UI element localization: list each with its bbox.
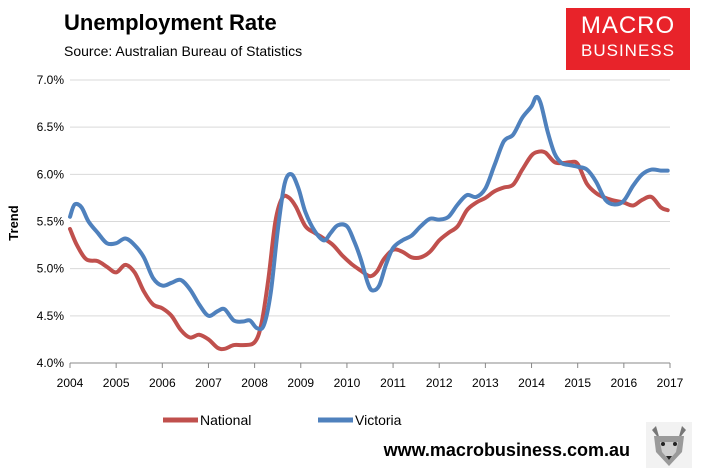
legend-label-national: National — [200, 412, 251, 428]
legend: National Victoria — [163, 412, 402, 428]
logo-line-1: MACRO — [580, 12, 676, 39]
x-tick-label: 2017 — [657, 376, 684, 390]
x-tick-label: 2015 — [564, 376, 591, 390]
x-tick-label: 2004 — [57, 376, 84, 390]
y-axis-label: Trend — [6, 205, 21, 240]
gridlines — [70, 79, 670, 364]
x-tick-label: 2011 — [380, 376, 406, 390]
x-tick-label: 2006 — [149, 376, 176, 390]
x-tick-label: 2010 — [334, 376, 361, 390]
series-lines — [68, 94, 670, 352]
y-tick-label: 4.0% — [37, 356, 65, 370]
x-tick-label: 2016 — [610, 376, 637, 390]
x-tick-label: 2014 — [518, 376, 545, 390]
y-tick-label: 6.5% — [37, 120, 65, 134]
x-tick-label: 2008 — [241, 376, 268, 390]
x-tick-label: 2009 — [287, 376, 314, 390]
footer-url[interactable]: www.macrobusiness.com.au — [383, 440, 630, 460]
logo-line-2: BUSINESS — [581, 41, 675, 60]
y-tick-label: 6.0% — [37, 167, 65, 181]
axes: 4.0% 4.5% 5.0% 5.5% 6.0% 6.5% 7.0% 2004 2005 2006… — [37, 73, 684, 390]
chart-title: Unemployment Rate — [64, 10, 277, 35]
y-tick-label: 5.5% — [37, 215, 65, 229]
x-tick-label: 2012 — [426, 376, 453, 390]
x-tick-label: 2013 — [472, 376, 499, 390]
macrobusiness-logo[interactable]: MACRO BUSINESS — [566, 8, 690, 70]
y-tick-label: 7.0% — [37, 73, 65, 87]
legend-label-victoria: Victoria — [355, 412, 402, 428]
wolf-icon — [646, 422, 692, 468]
x-tick-label: 2005 — [103, 376, 130, 390]
chart-subtitle: Source: Australian Bureau of Statistics — [64, 43, 303, 59]
y-tick-label: 5.0% — [37, 262, 65, 276]
x-tick-label: 2007 — [195, 376, 222, 390]
y-tick-label: 4.5% — [37, 309, 65, 323]
series-line-national — [68, 149, 670, 352]
series-line-victoria — [68, 94, 670, 332]
